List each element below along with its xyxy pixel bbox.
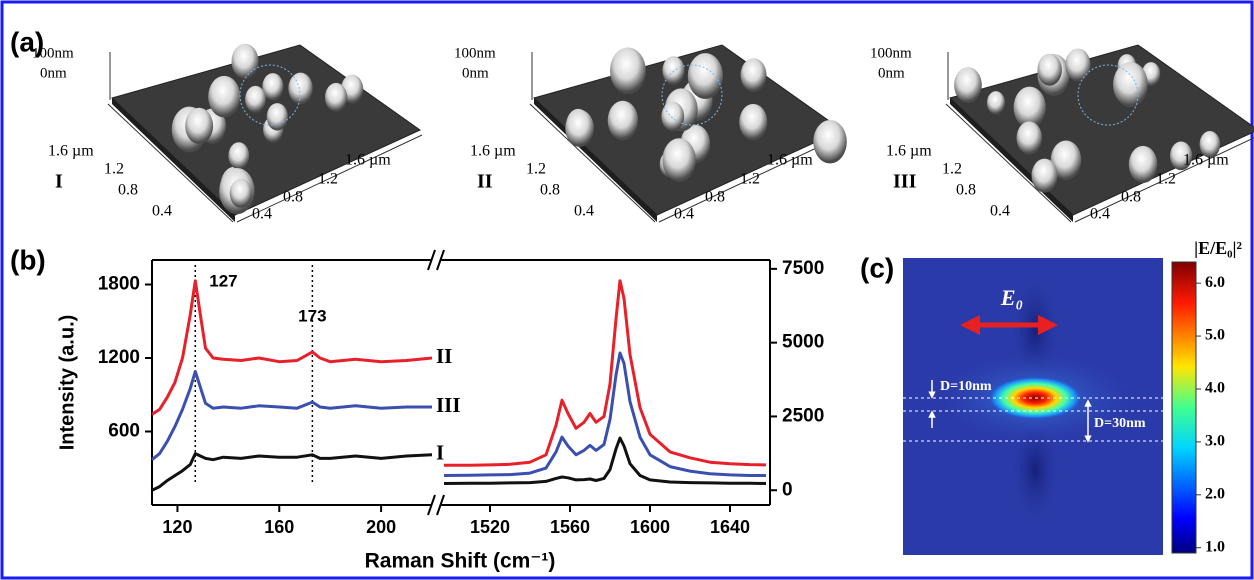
colorbar-tick-label: 4.0 — [1205, 380, 1225, 397]
y-label: 1.2 — [942, 161, 962, 178]
colorbar-title: |E/E₀|² — [1194, 238, 1242, 258]
particle — [228, 142, 249, 169]
y-label: 0.4 — [574, 203, 594, 220]
y-label: 1.6 µm — [48, 143, 94, 160]
x-label: 0.4 — [674, 206, 694, 223]
afm-panels: 100nm 0nm 1.6 µm 1.2 0.8 0.4 0.4 0.8 1.2 1.6 µm I 1… — [32, 44, 1254, 223]
y-tick-label: 0 — [782, 479, 793, 500]
x-label: 1.6 µm — [345, 152, 391, 169]
y-tick-label: 600 — [108, 421, 140, 442]
colorbar-tick-label: 1.0 — [1205, 538, 1225, 555]
annotation-label: 127 — [209, 271, 237, 290]
colorbar — [1172, 262, 1196, 553]
particle — [1065, 49, 1090, 82]
particle — [662, 138, 695, 181]
colorbar-tick-label: 3.0 — [1205, 433, 1225, 450]
gap-label: D=10nm — [940, 379, 992, 394]
x-label: 1.6 µm — [767, 152, 813, 169]
x-label: 1.2 — [1156, 171, 1176, 188]
x-tick-label: 160 — [264, 517, 294, 537]
field-map: E₀ D=10nm D=30nm |E/E₀|² 1.0 2.0 3.0 4.0 5.0… — [903, 238, 1242, 555]
z-label: 100nm — [870, 45, 912, 61]
particle — [267, 103, 288, 131]
series-label: II — [436, 344, 452, 368]
x-tick-label: 1600 — [630, 517, 670, 537]
x-label: 1.6 µm — [1183, 152, 1229, 169]
particle — [739, 104, 767, 140]
particle — [565, 110, 594, 147]
z-label: 100nm — [454, 45, 496, 61]
series-label: III — [436, 393, 461, 417]
particle — [813, 120, 846, 164]
particle — [1113, 62, 1148, 107]
x-tick-label: 120 — [162, 517, 192, 537]
x-label: 1.2 — [318, 171, 338, 188]
panel-label: (c) — [860, 252, 894, 283]
series-label: I — [436, 441, 444, 465]
y-axis-label: Intensity (a.u.) — [56, 315, 78, 451]
z-label: 100nm — [32, 45, 74, 61]
x-label: 0.4 — [252, 206, 272, 223]
particle — [741, 58, 767, 92]
z-label: 0nm — [878, 65, 905, 81]
x-axis-label: Raman Shift (cm⁻¹) — [365, 550, 556, 573]
y-tick-label: 5000 — [782, 332, 824, 353]
distance-label: D=30nm — [1094, 416, 1146, 431]
particle — [232, 44, 259, 79]
particle — [608, 101, 638, 140]
particle — [288, 73, 312, 105]
y-label: 0.4 — [152, 203, 172, 220]
particle — [987, 91, 1005, 114]
x-tick-label: 1560 — [550, 517, 590, 537]
x-label: 1.2 — [740, 171, 760, 188]
y-tick-label: 1200 — [98, 347, 140, 368]
x-label: 0.8 — [705, 189, 725, 206]
sample-label: II — [477, 171, 493, 193]
x-tick-label: 1520 — [470, 517, 510, 537]
particle — [245, 86, 266, 113]
x-label: 0.8 — [1121, 189, 1141, 206]
y-label: 1.6 µm — [470, 143, 516, 160]
particle — [1037, 54, 1061, 86]
particle — [610, 47, 646, 94]
z-label: 0nm — [462, 65, 489, 81]
colorbar-tick-label: 2.0 — [1205, 485, 1225, 502]
y-label: 0.8 — [118, 182, 138, 199]
field-label: E₀ — [1000, 285, 1023, 310]
particle — [1129, 146, 1158, 183]
particle — [688, 53, 723, 99]
particle — [230, 179, 252, 208]
y-label: 0.8 — [956, 182, 976, 199]
y-tick-label: 7500 — [782, 258, 824, 279]
particle — [661, 102, 684, 132]
y-label: 1.2 — [104, 161, 124, 178]
colorbar-tick-label: 6.0 — [1205, 274, 1225, 291]
particle — [325, 83, 347, 112]
particle — [208, 76, 240, 118]
x-tick-label: 200 — [366, 517, 396, 537]
y-tick-label: 1800 — [98, 274, 140, 295]
particle — [1032, 159, 1058, 193]
particle — [185, 108, 213, 144]
x-tick-label: 1640 — [710, 517, 750, 537]
x-label: 0.4 — [1090, 206, 1110, 223]
particle — [954, 67, 982, 103]
y-label: 0.8 — [540, 182, 560, 199]
y-tick-label: 2500 — [782, 405, 824, 426]
colorbar-tick-label: 5.0 — [1205, 327, 1225, 344]
y-label: 1.2 — [526, 161, 546, 178]
sample-label: III — [893, 171, 917, 193]
y-label: 1.6 µm — [886, 143, 932, 160]
page: { "panel_a": { "label": "(a)", "images":… — [0, 0, 1254, 580]
particle — [1017, 121, 1042, 154]
sample-label: I — [55, 171, 63, 193]
y-label: 0.4 — [990, 203, 1010, 220]
annotation-label: 173 — [298, 306, 326, 325]
panel-label: (b) — [10, 244, 46, 275]
figure: (a) (b) (c) 100nm0nm1.6 µm1.20.80.40.40.… — [0, 0, 1254, 580]
x-label: 0.8 — [283, 189, 303, 206]
z-label: 0nm — [40, 65, 67, 81]
